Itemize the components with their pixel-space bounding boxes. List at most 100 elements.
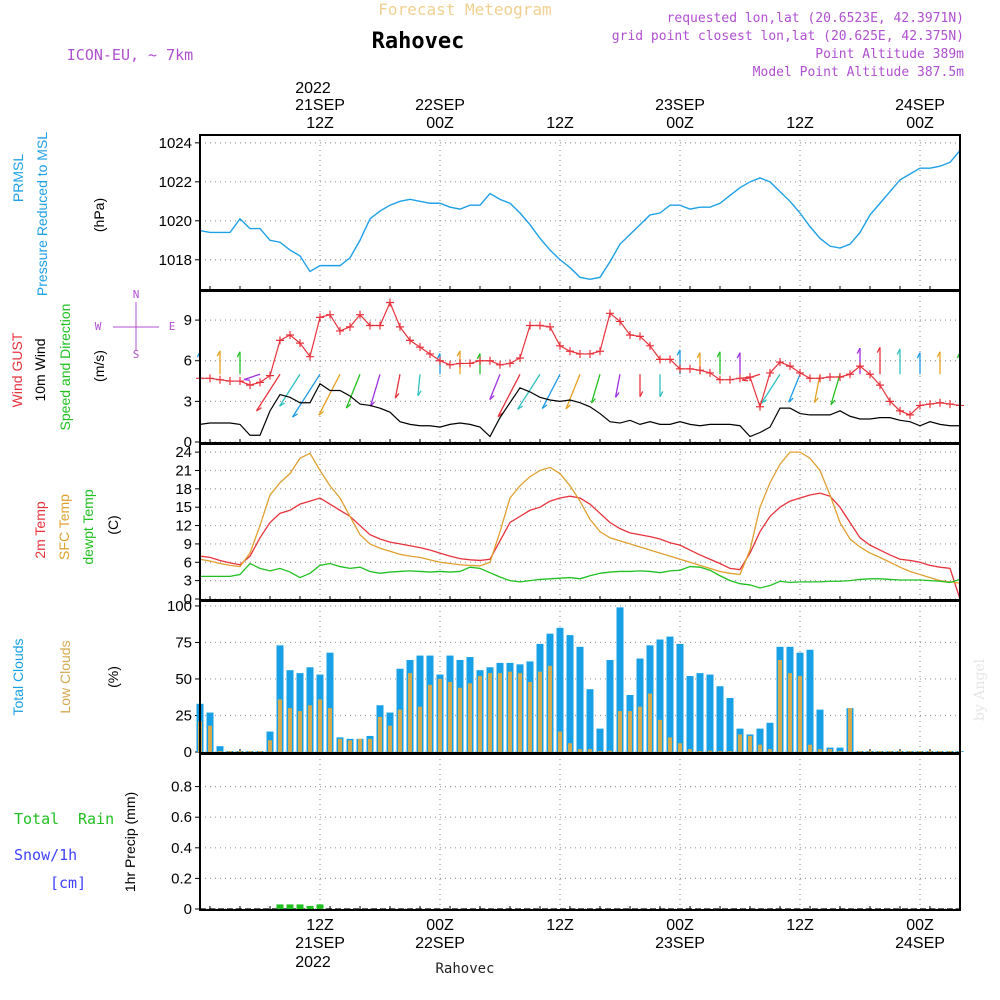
wind-title: 10m Wind bbox=[32, 338, 48, 401]
low-cloud-bar bbox=[768, 749, 772, 752]
gust-marker bbox=[306, 352, 314, 361]
top-date-label: 23SEP bbox=[655, 97, 705, 114]
low-cloud-bar bbox=[798, 676, 802, 752]
gust-marker bbox=[576, 349, 584, 358]
low-cloud-bar bbox=[258, 751, 262, 752]
low-cloud-bar bbox=[608, 750, 612, 752]
low-cloud-bar bbox=[718, 751, 722, 752]
total-cloud-bar bbox=[556, 627, 564, 752]
wind-barb-head bbox=[716, 351, 721, 358]
rain-label-1: Total bbox=[14, 810, 59, 828]
bottom-date-label: 24SEP bbox=[895, 935, 945, 952]
low-cloud-bar bbox=[598, 751, 602, 752]
low-cloud-bar bbox=[678, 743, 682, 752]
sfc-title: SFC Temp bbox=[56, 494, 72, 560]
low-cloud-bar bbox=[458, 687, 462, 752]
gust-marker bbox=[906, 410, 914, 419]
wind-barb-head bbox=[916, 352, 921, 359]
gust-marker bbox=[596, 347, 604, 356]
wind-barb bbox=[243, 373, 261, 381]
wind-barb bbox=[278, 373, 301, 407]
gust-marker bbox=[626, 330, 634, 339]
top-hour-label: 00Z bbox=[906, 115, 934, 132]
gust-marker bbox=[346, 322, 354, 331]
gust-marker bbox=[506, 359, 514, 368]
gust-marker bbox=[806, 374, 814, 383]
wind-barb-head bbox=[256, 407, 262, 412]
low-cloud-bar bbox=[408, 673, 412, 752]
cloud-axis-titles: Total Clouds Low Clouds (%) bbox=[10, 638, 121, 715]
gust-marker bbox=[236, 377, 244, 386]
low-cloud-bar bbox=[218, 751, 222, 752]
total-cloud-bar bbox=[726, 697, 734, 752]
title-top: Forecast Meteogram bbox=[378, 0, 551, 19]
pressure-unit: (hPa) bbox=[91, 198, 107, 232]
low-cloud-bar bbox=[238, 751, 242, 752]
low-cloud-bar bbox=[648, 693, 652, 752]
total-cloud-bar bbox=[566, 635, 574, 752]
wind-barb-head bbox=[856, 347, 861, 354]
low-cloud-bar bbox=[788, 673, 792, 752]
y-tick-label: 1020 bbox=[159, 213, 192, 230]
bottom-hour-label: 12Z bbox=[546, 917, 574, 934]
y-tick-label: 3 bbox=[184, 573, 192, 590]
low-cloud-bar bbox=[658, 719, 662, 752]
gust-marker bbox=[336, 326, 344, 335]
low-cloud-bar bbox=[288, 708, 292, 752]
rain-label-2: Rain bbox=[78, 810, 114, 828]
low-cloud-bar bbox=[338, 738, 342, 752]
gust-marker bbox=[656, 355, 664, 364]
top-hour-label: 00Z bbox=[666, 115, 694, 132]
y-tick-label: 21 bbox=[175, 462, 192, 479]
wind-barb bbox=[541, 373, 561, 409]
y-tick-label: 9 bbox=[184, 312, 192, 329]
rain-bar bbox=[276, 904, 284, 909]
total-cloud-bar bbox=[616, 607, 624, 752]
y-tick-label: 15 bbox=[175, 499, 192, 516]
station-title: Rahovec bbox=[372, 29, 465, 54]
total-cloud-bar bbox=[416, 655, 424, 752]
low-cloud-bar bbox=[638, 706, 642, 752]
panel-wind: 0 3 6 9 bbox=[184, 290, 964, 451]
wind-barb bbox=[345, 374, 361, 409]
gust-marker bbox=[436, 356, 444, 365]
low-cloud-bar bbox=[758, 744, 762, 752]
wind-barb bbox=[497, 373, 521, 417]
low-cloud-bar bbox=[948, 751, 952, 752]
low-cloud-bar bbox=[568, 743, 572, 752]
y-tick-label: 0.6 bbox=[171, 809, 192, 826]
wind-barb-head bbox=[216, 350, 221, 357]
gust-marker bbox=[766, 368, 774, 377]
gust-marker bbox=[526, 321, 534, 330]
pressure-title-1: PRMSL bbox=[10, 154, 26, 202]
gust-marker bbox=[296, 339, 304, 348]
low-cloud-bar bbox=[628, 711, 632, 752]
gust-marker bbox=[856, 362, 864, 371]
snow-unit: [cm] bbox=[50, 874, 86, 892]
gust-line bbox=[200, 300, 961, 416]
wind-barb-head bbox=[292, 413, 298, 418]
y-tick-label: 6 bbox=[184, 554, 192, 571]
low-cloud-bar bbox=[468, 683, 472, 752]
gust-marker bbox=[726, 375, 734, 384]
gust-marker bbox=[406, 336, 414, 345]
low-cloud-bar bbox=[488, 673, 492, 752]
wind-barb-head bbox=[788, 397, 794, 403]
gust-marker bbox=[536, 321, 544, 330]
low-cloud-bar bbox=[248, 751, 252, 752]
wind-barb-head bbox=[279, 402, 285, 407]
total-cloud-bar bbox=[326, 652, 334, 752]
panel-frame bbox=[199, 753, 961, 911]
wind-barb-head bbox=[456, 350, 461, 357]
wind-barb-head bbox=[565, 404, 571, 410]
low-cloud-bar bbox=[428, 684, 432, 752]
wind-barb-head bbox=[676, 349, 681, 356]
gust-marker bbox=[676, 364, 684, 373]
compass-w: W bbox=[95, 320, 102, 333]
y-tick-label: 0 bbox=[184, 434, 192, 451]
wind-barb bbox=[565, 374, 581, 410]
gust-marker bbox=[256, 378, 264, 387]
gust-marker bbox=[496, 360, 504, 369]
